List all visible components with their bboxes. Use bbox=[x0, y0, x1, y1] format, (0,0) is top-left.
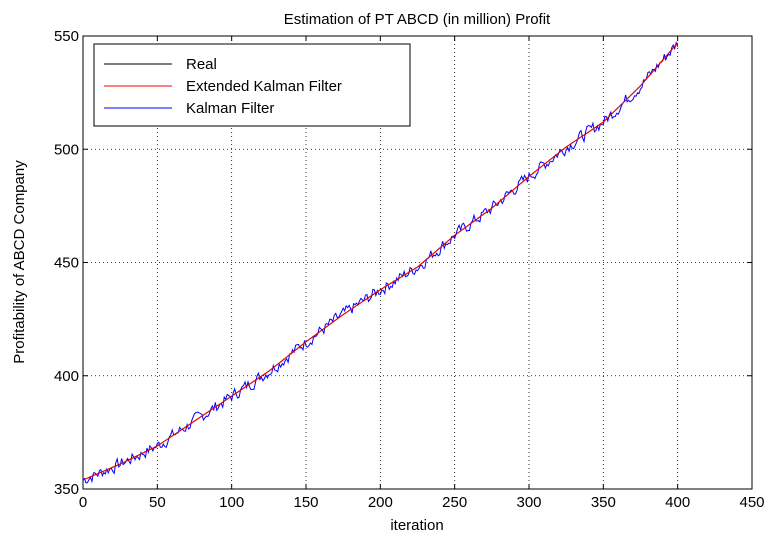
y-axis-label: Profitability of ABCD Company bbox=[11, 160, 28, 364]
ticks: 0 50 100 150 200 250 300 350 400 450 350 400 450 500 5… bbox=[54, 28, 765, 511]
x-tick-label: 300 bbox=[516, 494, 541, 511]
x-tick-label: 150 bbox=[293, 494, 318, 511]
x-tick-label: 400 bbox=[665, 494, 690, 511]
x-tick-label: 250 bbox=[442, 494, 467, 511]
x-tick-label: 200 bbox=[368, 494, 393, 511]
series-line-extended-kalman-filter bbox=[82, 42, 679, 481]
y-tick-label: 350 bbox=[54, 481, 79, 498]
x-tick-label: 0 bbox=[79, 494, 87, 511]
legend: Real Extended Kalman Filter Kalman Filter bbox=[93, 43, 411, 127]
x-tick-label: 50 bbox=[149, 494, 166, 511]
chart-title: Estimation of PT ABCD (in million) Profi… bbox=[284, 11, 551, 28]
legend-box bbox=[93, 43, 411, 127]
x-tick-label: 350 bbox=[591, 494, 616, 511]
legend-label: Real bbox=[186, 56, 217, 73]
legend-label: Extended Kalman Filter bbox=[186, 78, 342, 95]
legend-label: Kalman Filter bbox=[186, 100, 274, 117]
x-tick-label: 450 bbox=[739, 494, 764, 511]
x-tick-label: 100 bbox=[219, 494, 244, 511]
y-tick-label: 550 bbox=[54, 28, 79, 45]
y-tick-label: 500 bbox=[54, 141, 79, 158]
y-tick-label: 450 bbox=[54, 255, 79, 272]
x-axis-label: iteration bbox=[390, 517, 443, 534]
y-tick-label: 400 bbox=[54, 368, 79, 385]
series-layer bbox=[82, 40, 679, 484]
